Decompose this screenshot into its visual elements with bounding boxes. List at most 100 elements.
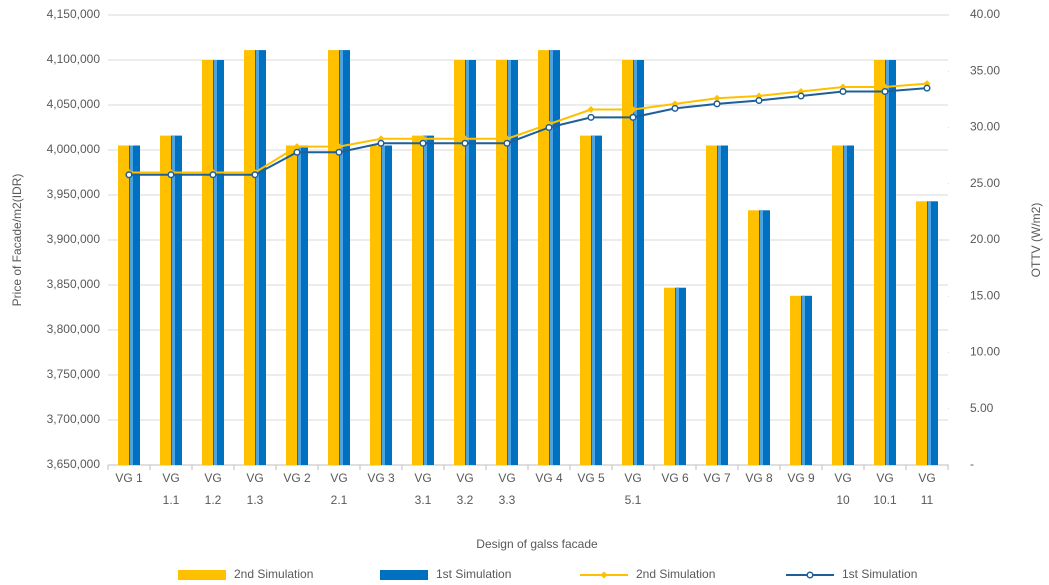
y-tick-label: 4,100,000: [47, 52, 101, 66]
x-tick-label-line: 10.1: [873, 493, 897, 507]
legend-marker: [600, 571, 608, 579]
bar: [538, 50, 549, 465]
bar: [591, 135, 602, 465]
bar: [255, 50, 266, 465]
x-tick-label: VG 3.1: [414, 471, 431, 507]
y-tick-label: 3,950,000: [47, 187, 101, 201]
point-marker: [671, 104, 679, 112]
y2-axis-label: OTTV (W/m2): [1029, 203, 1043, 278]
y2-tick-label: 40.00: [970, 7, 1000, 21]
bar: [801, 295, 812, 465]
y2-tick-label: 30.00: [970, 120, 1000, 134]
x-tick-label: VG 8: [745, 471, 773, 485]
bar: [927, 201, 938, 466]
bar-highlight: [886, 60, 889, 465]
x-tick-label-line: VG: [330, 471, 347, 485]
y-tick-label: 3,650,000: [47, 457, 101, 471]
bar: [160, 135, 171, 465]
x-tick-label-line: VG: [834, 471, 851, 485]
bar: [748, 210, 759, 465]
y-tick-label: 4,150,000: [47, 7, 101, 21]
point-marker: [629, 106, 637, 113]
x-tick-label: VG 2: [283, 471, 311, 485]
x-tick-label-line: VG: [918, 471, 935, 485]
bar-highlight: [466, 60, 469, 465]
x-tick-label: VG 10.1: [873, 471, 897, 507]
y2-tick-label: 25.00: [970, 176, 1000, 190]
legend-swatch: [380, 570, 428, 580]
point-marker: [209, 171, 217, 179]
y-tick-label: 3,800,000: [47, 322, 101, 336]
bar-highlight: [676, 287, 679, 465]
legend-label: 1st Simulation: [842, 567, 917, 581]
y-tick-label: 3,750,000: [47, 367, 101, 381]
point-marker: [839, 87, 847, 96]
bar-highlight: [298, 145, 301, 465]
bar-highlight: [718, 145, 721, 465]
bar: [202, 60, 213, 465]
x-tick-label: VG 3: [367, 471, 395, 485]
y2-tick-label: 20.00: [970, 232, 1000, 246]
legend-marker: [806, 571, 814, 579]
x-tick-label: VG 3.3: [498, 471, 515, 507]
point-marker: [587, 113, 595, 121]
x-tick-label: VG 11: [918, 471, 935, 507]
x-tick-label: VG 4: [535, 471, 563, 485]
bar: [843, 145, 854, 465]
line: [129, 87, 928, 176]
point-marker: [167, 171, 175, 179]
point-marker: [335, 148, 343, 156]
bar-highlight: [214, 60, 217, 465]
x-tick-label-line: 11: [921, 493, 934, 507]
bar: [874, 60, 885, 465]
bar: [171, 135, 182, 465]
point-marker: [713, 94, 721, 102]
bar-highlight: [550, 50, 553, 465]
point-marker: [293, 148, 301, 156]
x-tick-label-line: VG: [246, 471, 263, 485]
x-tick-label: VG 5.1: [624, 471, 641, 507]
y-tick-label: 4,000,000: [47, 142, 101, 156]
legend-swatch: [178, 570, 226, 580]
x-tick-label-line: 2.1: [331, 493, 348, 507]
point-marker: [251, 171, 259, 179]
bar: [717, 145, 728, 465]
y2-tick-label: -: [970, 457, 974, 471]
x-tick-label-line: VG: [414, 471, 431, 485]
point-marker: [335, 143, 343, 151]
bar-highlight: [760, 210, 763, 465]
x-tick-label-line: 1.2: [205, 493, 222, 507]
x-tick-label-line: VG: [456, 471, 473, 485]
bar-highlight: [928, 201, 931, 466]
x-tick-label-line: 5.1: [625, 493, 642, 507]
bar-highlight: [508, 60, 511, 465]
bar-highlight: [382, 145, 385, 465]
bar: [129, 145, 140, 465]
x-tick-label-line: 1.3: [247, 493, 264, 507]
point-marker: [587, 106, 595, 113]
legend-label: 1st Simulation: [436, 567, 511, 581]
bar-highlight: [172, 135, 175, 465]
bar: [213, 60, 224, 465]
x-tick-label: VG 9: [787, 471, 815, 485]
bar: [118, 145, 129, 465]
x-tick-label-line: VG: [498, 471, 515, 485]
point-marker: [377, 139, 385, 147]
bar: [580, 135, 591, 465]
bar: [244, 50, 255, 465]
x-tick-label: VG 1: [115, 471, 143, 485]
bar-highlight: [256, 50, 259, 465]
point-marker: [881, 87, 889, 96]
bar: [622, 60, 633, 465]
bar: [412, 135, 423, 465]
y2-tick-label: 5.00: [970, 401, 994, 415]
x-tick-label-line: 3.3: [499, 493, 516, 507]
bar-highlight: [844, 145, 847, 465]
bar: [454, 60, 465, 465]
y2-tick-label: 15.00: [970, 288, 1000, 302]
point-marker: [419, 139, 427, 147]
bar: [339, 50, 350, 465]
y-tick-label: 4,050,000: [47, 97, 101, 111]
bar: [916, 201, 927, 466]
point-marker: [797, 92, 805, 100]
